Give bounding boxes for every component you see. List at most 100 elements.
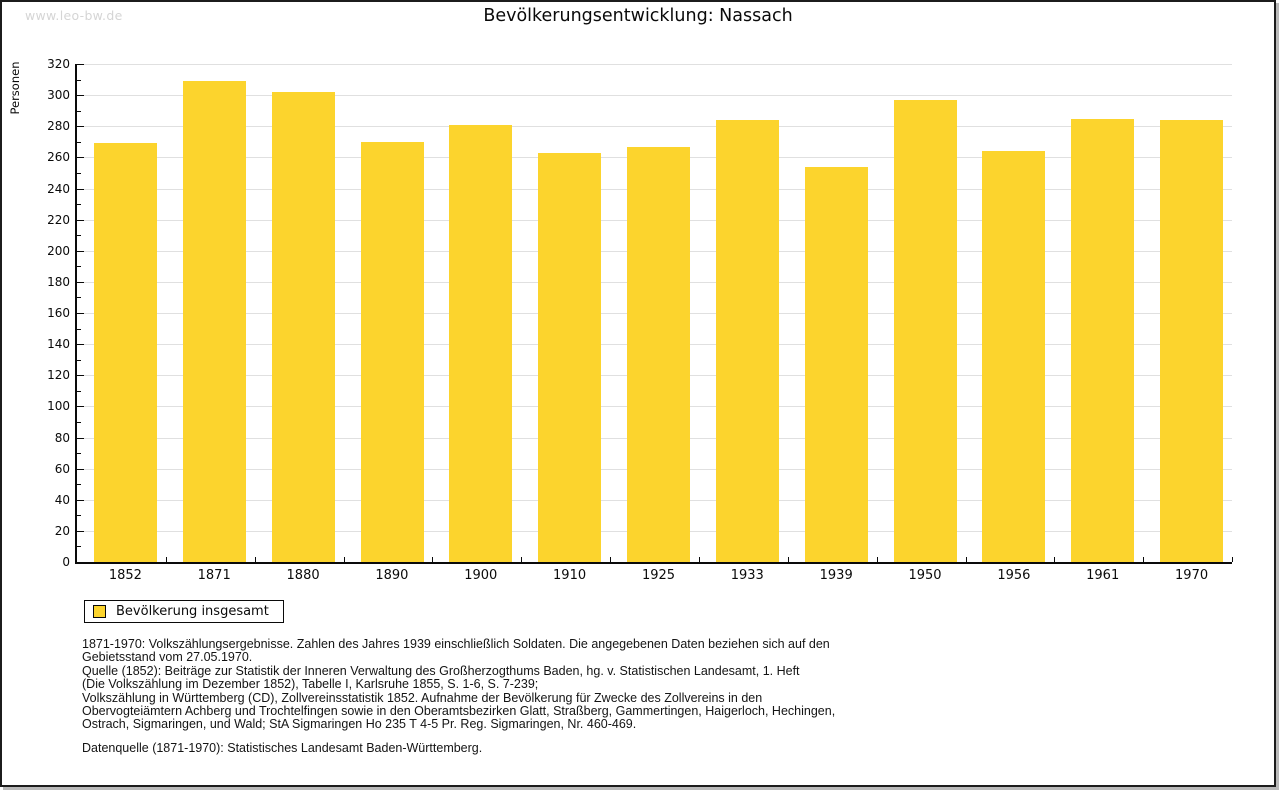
bar-1925 <box>627 146 690 562</box>
y-major-tick-60 <box>77 468 84 470</box>
y-major-tick-160 <box>77 313 84 314</box>
y-tick-label-200: 200 <box>47 243 70 258</box>
y-tick-label-240: 240 <box>47 181 70 196</box>
gridline-280 <box>77 126 1232 128</box>
x-tick-label-1950: 1950 <box>908 568 942 583</box>
y-major-tick-120 <box>77 375 84 377</box>
footer-line-6: Obervogteiämtern Achberg und Trochtelfin… <box>82 704 836 719</box>
x-tick-label-1933: 1933 <box>730 568 764 583</box>
y-minor-tick-130 <box>77 359 81 361</box>
y-major-tick-180 <box>77 281 84 283</box>
x-tick-label-1900: 1900 <box>464 568 498 583</box>
y-minor-tick-250 <box>77 172 81 174</box>
chart-title: Bevölkerungsentwicklung: Nassach <box>483 6 793 26</box>
y-tick-label-80: 80 <box>54 430 70 445</box>
y-minor-tick-10 <box>77 546 81 548</box>
y-minor-tick-110 <box>77 390 81 392</box>
footer-line-7: Ostrach, Sigmaringen, und Wald; StA Sigm… <box>82 717 637 732</box>
y-tick-label-40: 40 <box>54 492 70 507</box>
y-minor-tick-310 <box>77 79 81 81</box>
y-major-tick-280 <box>77 126 84 128</box>
y-minor-tick-150 <box>77 328 81 330</box>
x-boundary-tick-11 <box>1054 557 1056 562</box>
x-boundary-tick-2 <box>254 557 256 562</box>
y-minor-tick-270 <box>77 141 81 143</box>
y-minor-tick-290 <box>77 110 81 112</box>
y-tick-label-280: 280 <box>47 119 70 134</box>
bar-1871 <box>182 81 246 562</box>
x-tick-label-1910: 1910 <box>553 568 587 583</box>
y-tick-label-220: 220 <box>47 212 70 227</box>
y-tick-label-60: 60 <box>54 461 70 476</box>
x-boundary-tick-6 <box>610 557 612 562</box>
y-major-tick-40 <box>77 499 84 501</box>
x-boundary-tick-5 <box>521 557 523 562</box>
bar-1950 <box>893 99 957 562</box>
y-minor-tick-50 <box>77 484 81 486</box>
x-tick-label-1925: 1925 <box>641 568 676 583</box>
y-major-tick-240 <box>77 188 84 190</box>
watermark: www.leo-bw.de <box>25 8 123 23</box>
footer-line-2: Gebietsstand vom 27.05.1970. <box>82 650 253 665</box>
bar-1852 <box>93 143 157 562</box>
y-tick-label-120: 120 <box>47 368 70 383</box>
bar-1939 <box>804 166 868 562</box>
y-tick-label-0: 0 <box>62 555 70 569</box>
y-major-tick-260 <box>77 157 84 159</box>
y-tick-label-180: 180 <box>47 274 70 289</box>
legend-swatch-icon <box>93 605 106 618</box>
y-minor-tick-90 <box>77 421 81 423</box>
legend: Bevölkerung insgesamt <box>84 600 284 623</box>
x-boundary-tick-13 <box>1232 557 1233 562</box>
gridline-300 <box>77 95 1232 97</box>
bar-1961 <box>1071 118 1135 562</box>
y-tick-label-320: 320 <box>47 57 70 71</box>
x-boundary-tick-8 <box>787 557 789 562</box>
y-major-tick-80 <box>77 437 84 439</box>
y-minor-tick-170 <box>77 297 81 299</box>
footer-line-4: (Die Volkszählung im Dezember 1852), Tab… <box>82 677 539 692</box>
x-tick-label-1961: 1961 <box>1086 568 1120 583</box>
y-minor-tick-70 <box>77 453 81 455</box>
y-major-tick-320 <box>77 64 84 65</box>
footer-line-1: 1871-1970: Volkszählungsergebnisse. Zahl… <box>82 637 830 651</box>
y-minor-tick-210 <box>77 235 81 237</box>
y-minor-tick-190 <box>77 266 81 268</box>
x-boundary-tick-7 <box>698 557 700 562</box>
gridline-320 <box>77 64 1232 65</box>
x-tick-label-1970: 1970 <box>1175 568 1209 583</box>
x-boundary-tick-3 <box>343 557 345 562</box>
x-boundary-tick-9 <box>876 557 878 562</box>
y-tick-label-20: 20 <box>54 523 70 538</box>
x-tick-label-1939: 1939 <box>819 568 853 583</box>
y-minor-tick-30 <box>77 515 81 517</box>
y-major-tick-140 <box>77 344 84 346</box>
footer-line-3: Quelle (1852): Beiträge zur Statistik de… <box>82 663 800 678</box>
x-boundary-tick-10 <box>965 557 967 562</box>
x-tick-label-1880: 1880 <box>286 568 320 583</box>
y-major-tick-100 <box>77 406 84 408</box>
footer-notes: 1871-1970: Volkszählungsergebnisse. Zahl… <box>82 637 836 755</box>
x-boundary-tick-4 <box>432 557 434 562</box>
y-major-tick-20 <box>77 530 84 532</box>
bar-1900 <box>449 124 513 562</box>
datasource-line: Datenquelle (1871-1970): Statistisches L… <box>82 740 483 755</box>
bar-1933 <box>715 120 779 562</box>
footer-line-5: Volkszählung in Württemberg (CD), Zollve… <box>82 690 763 705</box>
x-axis-line <box>75 562 1232 564</box>
x-tick-label-1871: 1871 <box>197 568 231 583</box>
x-tick-label-1852: 1852 <box>108 568 142 583</box>
y-minor-tick-230 <box>77 204 81 206</box>
y-tick-label-260: 260 <box>47 150 70 165</box>
y-major-tick-220 <box>77 219 84 221</box>
x-tick-label-1890: 1890 <box>375 568 409 583</box>
y-tick-label-300: 300 <box>47 88 70 103</box>
y-tick-label-140: 140 <box>47 337 70 352</box>
legend-label: Bevölkerung insgesamt <box>116 604 269 619</box>
x-boundary-tick-1 <box>165 557 167 562</box>
bar-1910 <box>538 152 602 562</box>
y-tick-label-100: 100 <box>47 399 70 414</box>
bar-1956 <box>982 151 1046 562</box>
